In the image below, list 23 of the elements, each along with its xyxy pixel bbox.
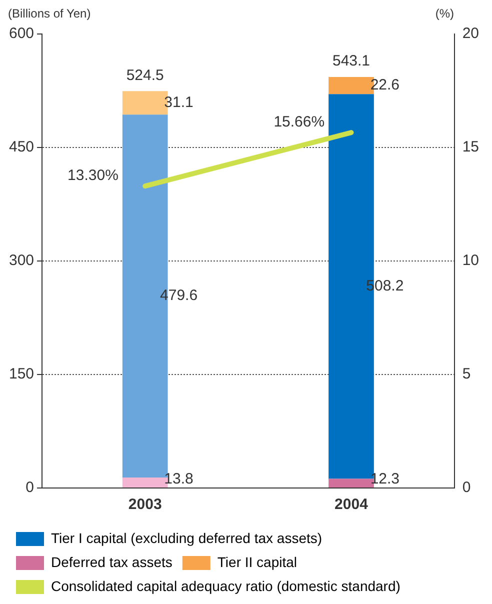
y-tick-label: 450	[8, 138, 34, 156]
legend-label: Tier II capital	[217, 554, 298, 570]
y2-tick-label: 15	[462, 138, 480, 156]
total-label: 543.1	[332, 52, 370, 70]
y2-tick-label: 5	[462, 366, 471, 383]
y-axis-title: (Billions of Yen)	[8, 6, 91, 20]
y2-tick-label: 0	[462, 479, 471, 496]
y-tick-label: 150	[8, 366, 34, 383]
y2-tick-label: 10	[462, 252, 480, 270]
legend-label: Deferred tax assets	[51, 554, 172, 570]
data-label: 13.30%	[68, 167, 118, 184]
x-tick-label: 2004	[334, 496, 369, 514]
data-label: 15.66%	[274, 114, 325, 131]
y2-tick-label: 20	[462, 25, 480, 42]
y2-axis-title: (%)	[435, 6, 454, 20]
y-tick-label: 0	[26, 479, 34, 496]
x-tick-label: 2003	[128, 496, 162, 514]
legend-label: Consolidated capital adequacy ratio (domestic standard)	[51, 578, 400, 594]
total-label: 524.5	[126, 66, 164, 84]
y-tick-label: 300	[8, 252, 34, 270]
data-label: 13.8	[164, 470, 194, 488]
legend-label: Tier I capital (excluding deferred tax assets)	[51, 530, 322, 546]
y-tick-label: 600	[8, 25, 34, 42]
